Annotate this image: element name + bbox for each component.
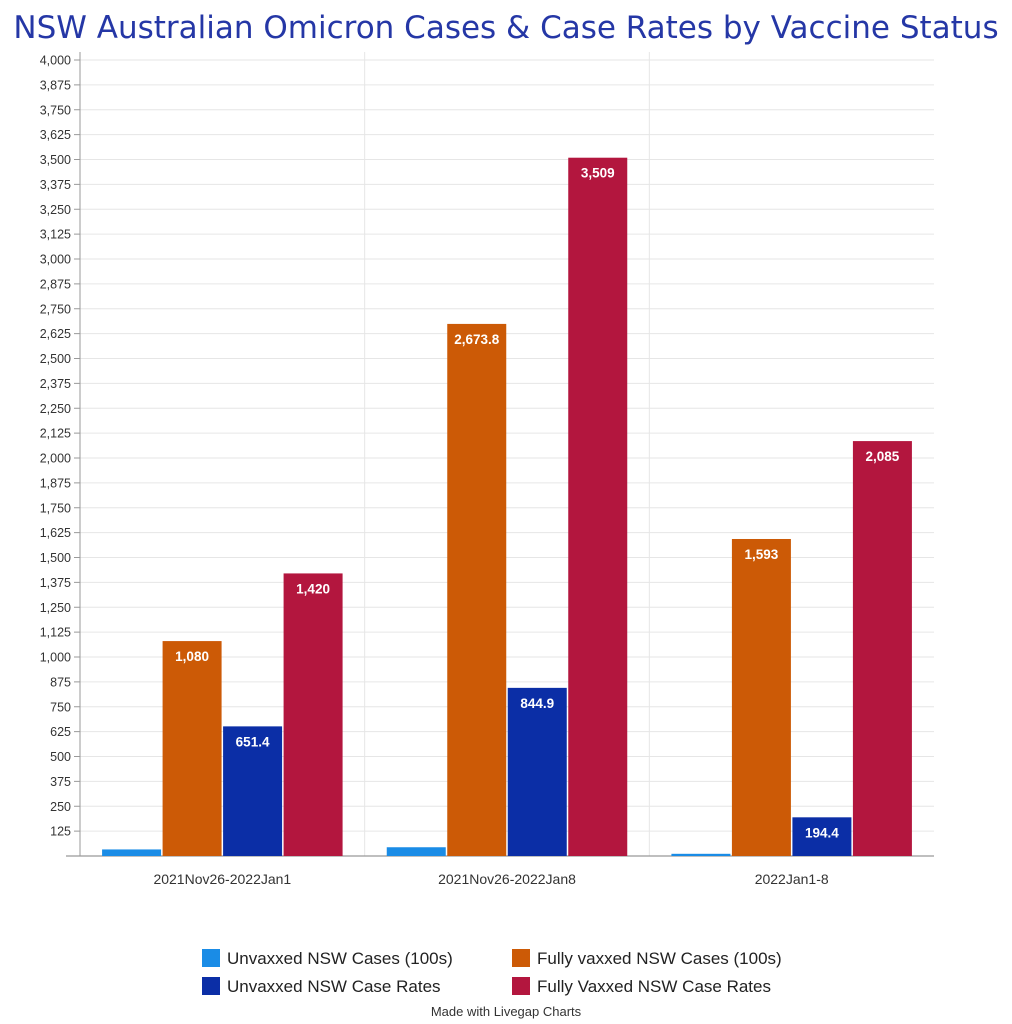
data-label: 2,085 xyxy=(866,449,900,464)
data-label: 1,080 xyxy=(175,649,209,664)
y-tick-label: 875 xyxy=(50,675,71,689)
data-label: 2,673.8 xyxy=(454,332,500,347)
y-tick-label: 1,750 xyxy=(40,501,71,515)
y-tick-label: 2,750 xyxy=(40,302,71,316)
y-tick-label: 500 xyxy=(50,750,71,764)
legend-swatch[interactable] xyxy=(202,977,220,995)
bar[interactable] xyxy=(568,157,628,857)
y-tick-label: 3,625 xyxy=(40,128,71,142)
bar[interactable] xyxy=(386,847,446,856)
y-tick-label: 3,500 xyxy=(40,153,71,167)
bar[interactable] xyxy=(447,323,507,856)
data-label: 194.4 xyxy=(805,825,839,840)
y-tick-label: 1,250 xyxy=(40,601,71,615)
y-tick-label: 3,125 xyxy=(40,228,71,242)
y-tick-label: 1,375 xyxy=(40,576,71,590)
data-label: 844.9 xyxy=(520,696,554,711)
y-tick-label: 125 xyxy=(50,825,71,839)
y-tick-label: 375 xyxy=(50,775,71,789)
bar[interactable] xyxy=(507,687,567,856)
x-tick-label: 2021Nov26-2022Jan1 xyxy=(153,871,291,887)
data-label: 1,593 xyxy=(745,547,779,562)
y-tick-label: 2,375 xyxy=(40,377,71,391)
bar[interactable] xyxy=(731,538,791,856)
y-tick-label: 2,250 xyxy=(40,402,71,416)
y-tick-label: 2,625 xyxy=(40,327,71,341)
y-tick-label: 4,000 xyxy=(40,54,71,68)
bar[interactable] xyxy=(162,641,222,856)
x-tick-label: 2022Jan1-8 xyxy=(755,871,829,887)
y-tick-label: 1,625 xyxy=(40,526,71,540)
y-tick-label: 1,000 xyxy=(40,651,71,665)
data-label: 1,420 xyxy=(296,581,330,596)
y-tick-label: 3,750 xyxy=(40,103,71,117)
y-tick-label: 2,875 xyxy=(40,277,71,291)
y-tick-label: 3,875 xyxy=(40,78,71,92)
bar[interactable] xyxy=(852,441,912,856)
y-tick-label: 1,125 xyxy=(40,626,71,640)
y-tick-label: 3,250 xyxy=(40,203,71,217)
y-tick-label: 250 xyxy=(50,800,71,814)
legend-label[interactable]: Fully vaxxed NSW Cases (100s) xyxy=(537,949,782,968)
y-tick-label: 3,000 xyxy=(40,253,71,267)
y-tick-label: 625 xyxy=(50,725,71,739)
y-tick-label: 1,875 xyxy=(40,476,71,490)
y-tick-label: 1,500 xyxy=(40,551,71,565)
y-tick-label: 2,500 xyxy=(40,352,71,366)
legend-swatch[interactable] xyxy=(202,949,220,967)
bar[interactable] xyxy=(223,726,283,856)
footer-credit: Made with Livegap Charts xyxy=(431,1004,582,1019)
data-label: 3,509 xyxy=(581,166,615,181)
legend-label[interactable]: Unvaxxed NSW Cases (100s) xyxy=(227,949,453,968)
bar[interactable] xyxy=(283,573,343,856)
y-tick-label: 3,375 xyxy=(40,178,71,192)
y-tick-label: 2,000 xyxy=(40,452,71,466)
x-tick-label: 2021Nov26-2022Jan8 xyxy=(438,871,576,887)
chart-title: NSW Australian Omicron Cases & Case Rate… xyxy=(13,10,998,46)
data-label: 651.4 xyxy=(236,734,270,749)
legend-swatch[interactable] xyxy=(512,949,530,967)
bar[interactable] xyxy=(102,849,162,856)
legend-label[interactable]: Unvaxxed NSW Case Rates xyxy=(227,977,441,996)
bar[interactable] xyxy=(671,853,731,856)
y-tick-label: 750 xyxy=(50,700,71,714)
y-tick-label: 2,125 xyxy=(40,427,71,441)
legend-swatch[interactable] xyxy=(512,977,530,995)
bar[interactable] xyxy=(792,817,852,856)
legend-label[interactable]: Fully Vaxxed NSW Case Rates xyxy=(537,977,771,996)
